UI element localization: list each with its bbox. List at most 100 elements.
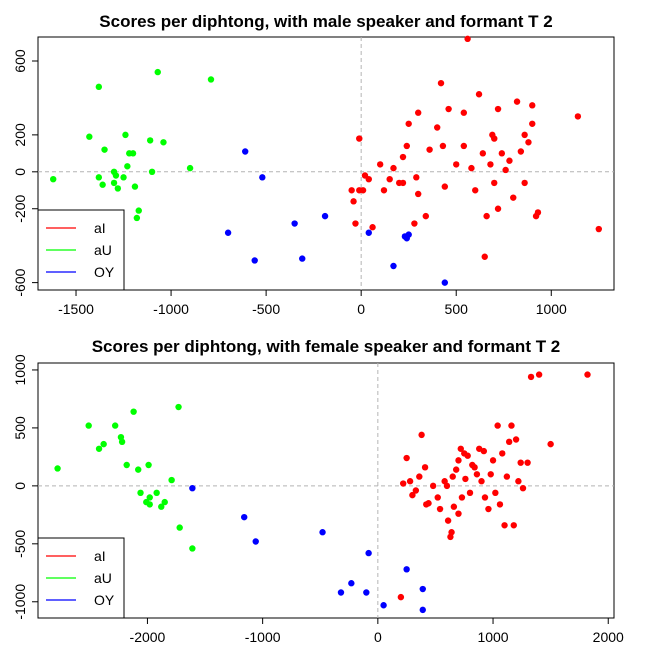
plot-panel-1: Scores per diphtong, with male speaker a… — [12, 12, 615, 317]
data-point — [453, 161, 460, 168]
data-point — [489, 457, 497, 464]
plot-frame — [37, 36, 615, 291]
legend-label: OY — [94, 592, 115, 608]
data-point — [473, 471, 481, 478]
y-tick-label: 200 — [12, 123, 28, 147]
series-OY — [189, 484, 426, 614]
data-point — [439, 142, 447, 150]
y-tick-label: -500 — [12, 530, 28, 558]
legend-label: aI — [94, 220, 106, 236]
data-point — [403, 566, 410, 573]
data-point — [458, 494, 466, 501]
data-point — [434, 124, 441, 131]
data-point — [411, 220, 418, 227]
y-tick-label: -200 — [12, 195, 28, 223]
data-point — [153, 489, 160, 497]
legend-label: aU — [94, 242, 112, 258]
data-point — [441, 183, 449, 190]
data-point — [405, 231, 412, 238]
data-point — [485, 505, 492, 513]
data-point — [161, 498, 168, 506]
legend-label: OY — [94, 264, 115, 280]
data-point — [448, 529, 455, 536]
data-point — [50, 175, 57, 183]
data-point — [515, 478, 522, 485]
data-point — [480, 447, 488, 455]
data-point — [547, 440, 554, 448]
data-point — [519, 484, 527, 492]
data-point — [321, 212, 329, 220]
data-point — [414, 109, 422, 116]
data-point — [259, 174, 266, 181]
data-point — [494, 105, 502, 113]
data-point — [416, 473, 423, 480]
plot-panel-2: Scores per diphtong, with female speaker… — [12, 337, 624, 645]
data-point — [110, 179, 118, 187]
data-point — [399, 179, 407, 187]
data-point — [529, 102, 536, 109]
data-point — [506, 157, 513, 164]
data-point — [460, 109, 468, 116]
chart-title: Scores per diphtong, with female speaker… — [92, 337, 561, 356]
data-point — [123, 461, 130, 469]
data-point — [510, 522, 517, 529]
data-point — [413, 174, 420, 181]
data-point — [418, 431, 425, 439]
y-tick-label: -1000 — [12, 584, 28, 620]
legend-label: aI — [94, 548, 106, 564]
data-point — [472, 187, 479, 194]
data-point — [479, 150, 487, 157]
data-point — [595, 225, 602, 233]
data-point — [337, 589, 345, 596]
data-point — [471, 464, 478, 471]
data-point — [483, 212, 490, 220]
data-point — [380, 602, 387, 609]
data-point — [86, 133, 93, 140]
y-tick-label: 500 — [12, 416, 28, 440]
data-point — [524, 459, 531, 466]
data-point — [529, 120, 536, 127]
data-point — [118, 438, 126, 446]
data-point — [135, 207, 142, 214]
data-point — [348, 187, 355, 194]
data-point — [452, 466, 460, 473]
data-point — [186, 164, 194, 172]
series-OY — [224, 148, 449, 286]
data-point — [457, 445, 464, 452]
data-point — [487, 471, 494, 478]
data-point — [422, 212, 430, 220]
data-point — [207, 76, 215, 83]
data-point — [224, 229, 232, 236]
data-point — [584, 371, 591, 378]
data-point — [403, 454, 410, 462]
data-point — [450, 503, 458, 510]
data-point — [369, 224, 376, 231]
data-point — [95, 174, 103, 181]
y-tick-label: -600 — [12, 268, 28, 296]
chart-title: Scores per diphtong, with male speaker a… — [99, 12, 552, 31]
data-point — [158, 503, 165, 510]
x-tick-label: 2000 — [593, 629, 624, 645]
y-tick-label: 1000 — [12, 354, 28, 385]
data-point — [168, 476, 175, 484]
data-point — [365, 549, 372, 557]
data-point — [409, 491, 416, 499]
y-tick-label: 0 — [12, 168, 28, 176]
data-point — [535, 371, 543, 378]
data-point — [449, 473, 456, 480]
data-point — [386, 175, 393, 183]
data-point — [513, 98, 521, 105]
data-point — [85, 422, 92, 429]
data-point — [434, 494, 441, 501]
data-point — [455, 457, 462, 464]
x-tick-label: -1000 — [245, 629, 281, 645]
x-tick-label: 0 — [357, 301, 365, 317]
data-point — [425, 500, 432, 507]
data-point — [135, 466, 142, 473]
data-point — [356, 135, 363, 142]
x-tick-label: -1500 — [58, 301, 94, 317]
data-point — [475, 91, 483, 98]
data-point — [376, 161, 384, 168]
